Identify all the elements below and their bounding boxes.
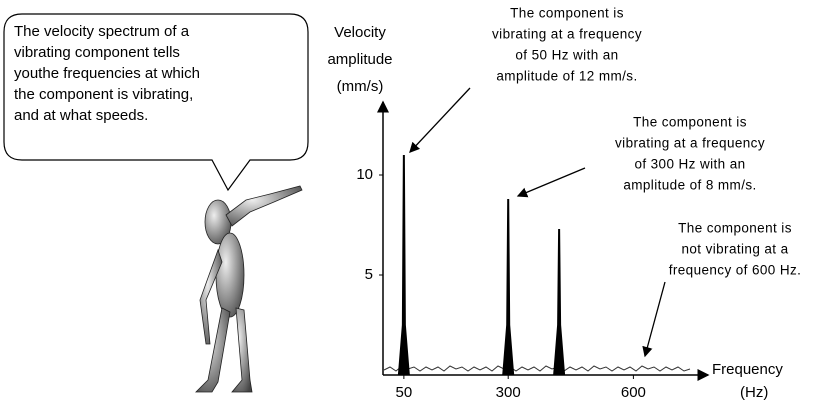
- y-tick-label: 5: [365, 266, 373, 283]
- bubble-text: and at what speeds.: [14, 107, 148, 124]
- annotation-arrow: [409, 87, 471, 153]
- noise-floor: [383, 365, 691, 372]
- spike: [553, 229, 566, 375]
- bubble-text: the component is vibrating,: [14, 86, 193, 103]
- y-axis-label: Velocity: [334, 24, 386, 41]
- bubble-text: vibrating component tells: [14, 44, 180, 61]
- speech-bubble: [3, 13, 309, 192]
- y-tick-label: 10: [356, 166, 373, 183]
- annotation-text: amplitude of 8 mm/s.: [623, 178, 756, 193]
- annotation-text: not vibrating at a: [681, 242, 788, 257]
- annotation-arrow: [516, 167, 586, 198]
- annotation-text: amplitude of 12 mm/s.: [496, 69, 637, 84]
- y-axis-label: (mm/s): [337, 78, 384, 95]
- annotation-text: The component is: [633, 115, 747, 130]
- annotation-text: The component is: [678, 221, 792, 236]
- bubble-text: The velocity spectrum of a: [14, 23, 190, 40]
- x-axis-label: Frequency: [712, 361, 783, 378]
- annotation-arrow: [642, 281, 666, 358]
- x-tick-label: 300: [496, 384, 521, 401]
- x-tick-label: 600: [621, 384, 646, 401]
- spike: [397, 155, 410, 375]
- annotation-text: of 50 Hz with an: [515, 48, 618, 63]
- y-axis-label: amplitude: [327, 51, 392, 68]
- bubble-text: youthe frequencies at which: [14, 65, 200, 82]
- x-tick-label: 50: [396, 384, 413, 401]
- x-axis-label: (Hz): [740, 384, 768, 401]
- annotation-text: vibrating at a frequency: [615, 136, 765, 151]
- annotation-text: The component is: [510, 6, 624, 21]
- cartoon-figure: [195, 185, 303, 393]
- spike: [502, 199, 515, 375]
- annotation-text: vibrating at a frequency: [492, 27, 642, 42]
- annotation-text: of 300 Hz with an: [634, 157, 745, 172]
- annotation-text: frequency of 600 Hz.: [669, 263, 802, 278]
